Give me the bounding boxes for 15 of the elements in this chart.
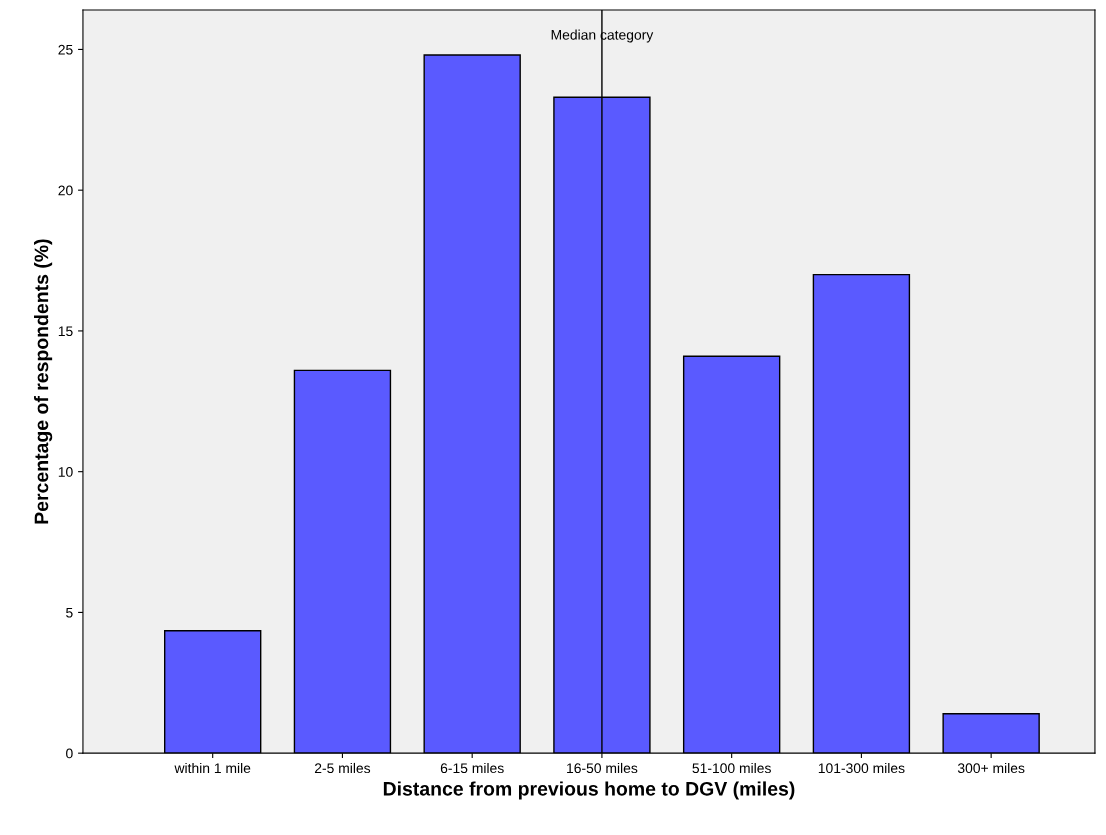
x-tick-label: 101-300 miles — [818, 762, 905, 774]
x-tick-label: within 1 mile — [174, 762, 251, 774]
x-tick-label: 51-100 miles — [692, 762, 771, 774]
y-tick-label: 10 — [58, 467, 73, 477]
x-tick-label: 2-5 miles — [314, 762, 371, 774]
y-tick-label: 20 — [58, 185, 73, 196]
x-tick-label: 16-50 miles — [567, 762, 638, 774]
y-tick-label: 25 — [58, 44, 73, 55]
x-axis-title: Distance from previous home to DGV (miles) — [383, 781, 795, 800]
x-tick-label: 300+ miles — [957, 762, 1025, 774]
x-tick-label: 6-15 miles — [440, 762, 504, 774]
y-tick-label: 15 — [58, 326, 73, 337]
y-tick-label: 5 — [66, 607, 73, 618]
y-axis-title: Percentage of respondents (%) — [34, 239, 53, 524]
y-tick-label: 0 — [66, 748, 73, 759]
